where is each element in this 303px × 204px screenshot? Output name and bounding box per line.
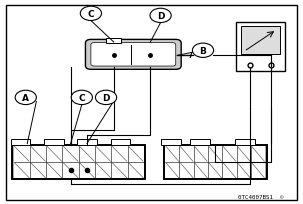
Circle shape [150,9,171,23]
Text: D: D [102,93,110,102]
Text: A: A [22,93,29,102]
Bar [44,139,64,145]
FancyBboxPatch shape [85,40,181,70]
Circle shape [71,91,92,105]
Text: C: C [78,93,85,102]
FancyBboxPatch shape [91,43,176,67]
Bar [14,146,144,178]
Bar [235,139,255,145]
Bar [11,139,30,145]
Text: B: B [200,47,206,55]
Text: 0TC4007BS1  ©: 0TC4007BS1 © [238,194,283,199]
Bar [164,145,267,180]
Bar [241,27,280,54]
Circle shape [192,44,214,58]
Bar [165,146,265,178]
Circle shape [80,7,102,21]
Bar [77,139,97,145]
Bar [106,39,122,44]
Text: D: D [157,12,164,21]
Bar [12,145,145,180]
Bar [190,139,210,145]
Circle shape [15,91,36,105]
Bar [111,139,130,145]
Circle shape [95,91,117,105]
Bar [12,145,145,180]
Bar [164,145,267,180]
Bar [161,139,181,145]
Text: C: C [88,10,94,19]
Bar [236,22,285,71]
